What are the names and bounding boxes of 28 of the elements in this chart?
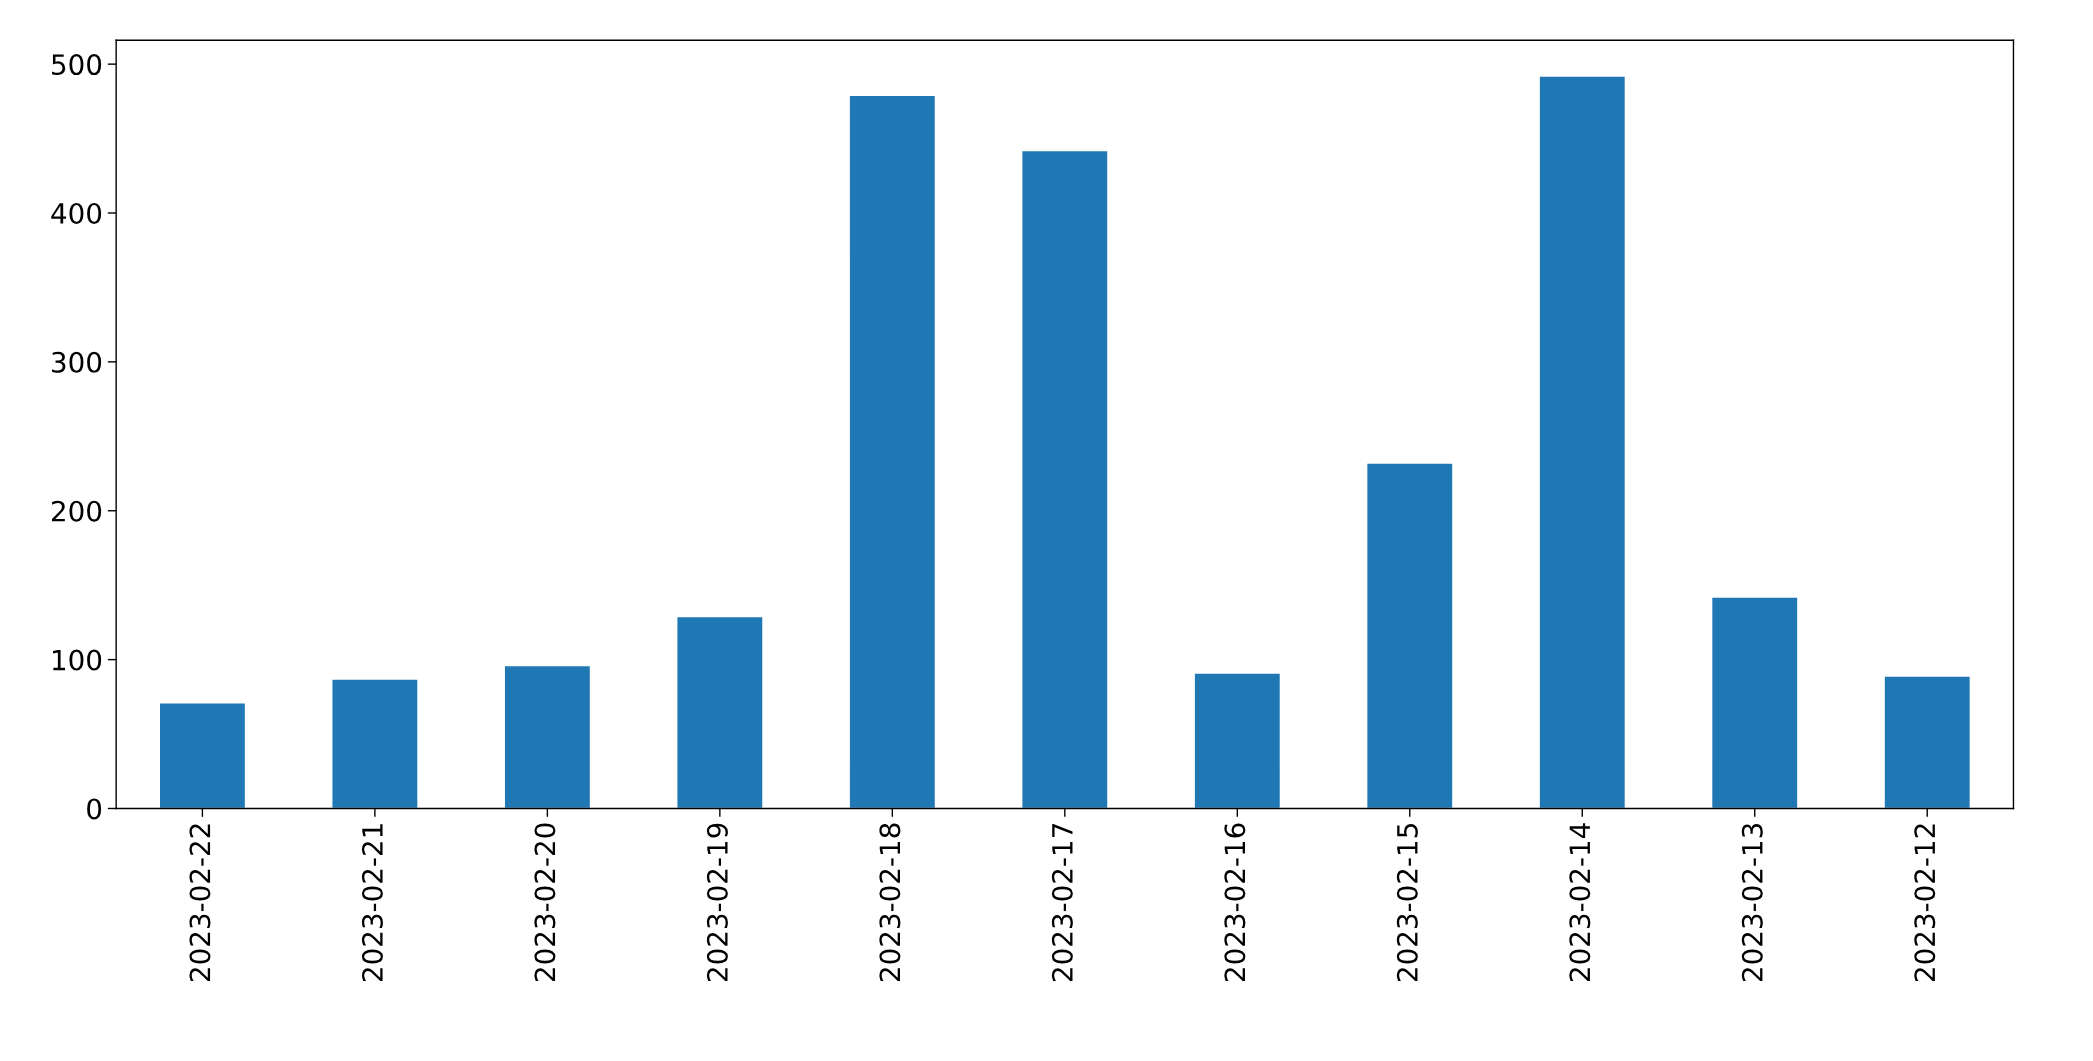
bar bbox=[1365, 462, 1454, 809]
bar bbox=[848, 94, 937, 809]
x-tick-label: 2023-02-12 bbox=[1914, 824, 1936, 982]
bar bbox=[1883, 675, 1972, 809]
bar bbox=[1538, 75, 1627, 809]
y-tick-label: 200 bbox=[51, 500, 102, 522]
x-tick-label: 2023-02-16 bbox=[1224, 823, 1246, 982]
bar bbox=[1020, 149, 1109, 809]
x-tick-label: 2023-02-14 bbox=[1569, 823, 1591, 982]
y-tick-label: 300 bbox=[52, 351, 102, 373]
bar bbox=[1710, 596, 1799, 809]
x-tick-label: 2023-02-17 bbox=[1051, 824, 1073, 982]
y-tick-label: 0 bbox=[87, 798, 102, 820]
x-tick-label: 2023-02-13 bbox=[1741, 823, 1763, 982]
y-tick-label: 100 bbox=[53, 649, 102, 671]
y-tick-label: 400 bbox=[51, 202, 102, 224]
x-tick-label: 2023-02-19 bbox=[706, 823, 728, 982]
bar bbox=[158, 702, 247, 809]
bar bbox=[1193, 672, 1282, 809]
x-tick-label: 2023-02-15 bbox=[1396, 824, 1418, 982]
x-tick-label: 2023-02-21 bbox=[361, 824, 383, 982]
bar bbox=[503, 664, 592, 809]
bar bbox=[331, 678, 419, 809]
x-tick-label: 2023-02-22 bbox=[189, 824, 211, 982]
y-tick-label: 500 bbox=[52, 54, 102, 76]
x-tick-label: 2023-02-20 bbox=[534, 823, 556, 982]
bar bbox=[676, 615, 764, 809]
x-tick-label: 2023-02-18 bbox=[879, 823, 901, 982]
